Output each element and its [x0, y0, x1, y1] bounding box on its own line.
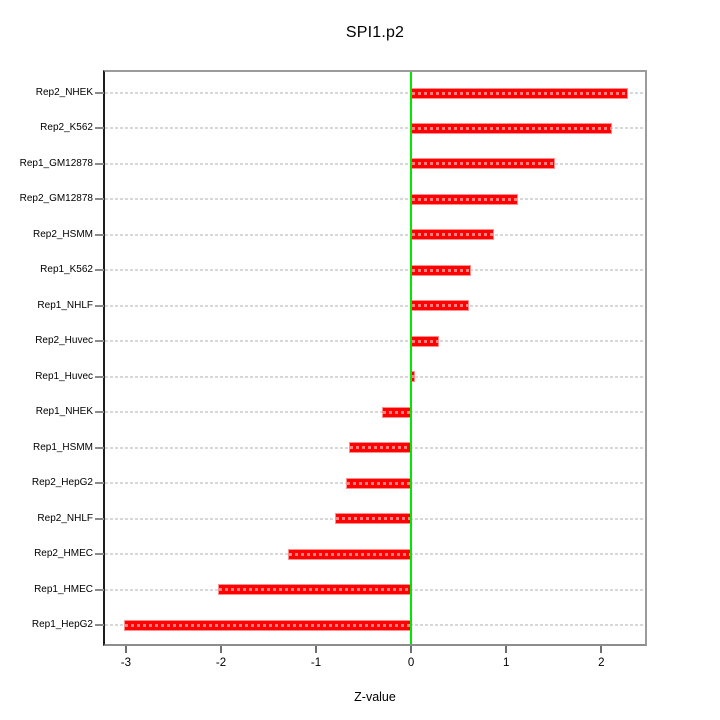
y-axis-label: Rep2_HepG2	[31, 477, 93, 489]
y-axis-label: Rep2_NHLF	[37, 512, 93, 524]
bar	[411, 335, 439, 347]
bar	[218, 584, 412, 596]
bar	[124, 619, 412, 631]
x-axis-tick	[124, 646, 127, 653]
x-axis-tick	[505, 646, 508, 653]
y-axis-label: Rep1_HMEC	[34, 583, 93, 595]
y-axis-tick	[95, 340, 104, 343]
bar	[411, 229, 494, 241]
bar	[345, 477, 412, 489]
gridline	[105, 162, 645, 165]
bar	[411, 300, 470, 312]
y-axis-tick	[95, 411, 104, 414]
y-axis-label: Rep2_NHEK	[35, 87, 93, 98]
y-axis-tick	[95, 162, 104, 165]
chart-title: SPI1.p2	[345, 24, 405, 41]
x-axis-tick	[219, 646, 222, 653]
y-axis-tick	[95, 127, 104, 130]
bar	[411, 158, 555, 170]
gridline	[105, 127, 645, 130]
bar	[411, 264, 472, 276]
gridline	[105, 375, 645, 378]
y-axis-label: Rep1_NHEK	[35, 406, 93, 418]
x-axis-tick-label: -1	[310, 657, 322, 669]
y-axis-label: Rep1_HepG2	[31, 619, 93, 630]
x-axis-title: Z-value	[354, 690, 396, 704]
y-axis-label: Rep1_NHLF	[37, 299, 93, 311]
y-axis-tick	[95, 482, 104, 485]
gridline	[105, 198, 645, 201]
gridline	[105, 269, 645, 272]
gridline	[105, 304, 645, 307]
x-axis-tick-label: 2	[598, 657, 605, 669]
gridline	[105, 92, 645, 94]
gridline	[105, 411, 645, 414]
x-axis-tick-label: -2	[215, 657, 227, 669]
y-axis-tick	[95, 233, 104, 236]
bar	[288, 548, 412, 560]
bar	[411, 122, 612, 134]
y-axis-label: Rep2_HSMM	[32, 228, 93, 240]
x-axis-tick-label: 1	[502, 657, 510, 669]
y-axis-label: Rep2_K562	[40, 122, 93, 134]
y-axis-tick	[95, 588, 104, 591]
gridline	[105, 340, 645, 343]
y-axis-tick	[95, 553, 104, 556]
x-axis-tick	[410, 646, 413, 653]
x-axis-tick-label: -3	[120, 657, 132, 669]
y-axis-label: Rep1_HSMM	[32, 441, 93, 453]
y-axis-tick	[95, 269, 104, 272]
y-axis-label: Rep2_Huvec	[35, 335, 93, 347]
bar	[411, 87, 628, 99]
x-axis-tick	[315, 646, 318, 653]
y-axis-tick	[95, 624, 104, 626]
y-axis-label: Rep2_GM12878	[19, 193, 93, 205]
y-axis-label: Rep1_GM12878	[19, 157, 93, 169]
x-axis-tick	[600, 646, 603, 653]
y-axis-label: Rep2_HMEC	[34, 548, 93, 560]
y-axis-tick	[95, 304, 104, 307]
y-axis-tick	[95, 517, 104, 520]
bar	[381, 406, 412, 418]
bar	[411, 193, 518, 205]
y-axis-tick	[95, 92, 104, 94]
bar	[349, 442, 412, 454]
gridline	[105, 233, 645, 236]
y-axis-label: Rep1_Huvec	[35, 370, 93, 382]
y-axis-label: Rep1_K562	[40, 264, 93, 276]
zero-reference-line	[410, 72, 413, 644]
y-axis-tick	[95, 198, 104, 201]
bar	[335, 513, 412, 525]
y-axis-tick	[95, 375, 104, 378]
plot-area	[103, 70, 647, 646]
y-axis-tick	[95, 446, 104, 449]
x-axis-tick-label: 0	[407, 657, 415, 669]
